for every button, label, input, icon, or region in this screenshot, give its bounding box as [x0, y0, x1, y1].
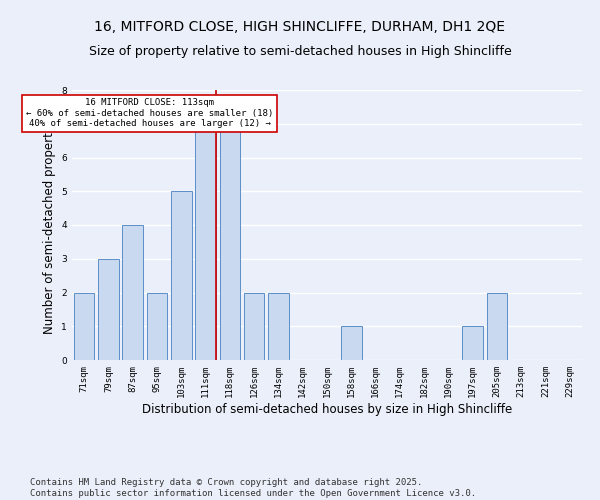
Bar — [487, 292, 508, 360]
Text: Contains HM Land Registry data © Crown copyright and database right 2025.
Contai: Contains HM Land Registry data © Crown c… — [30, 478, 476, 498]
X-axis label: Distribution of semi-detached houses by size in High Shincliffe: Distribution of semi-detached houses by … — [142, 402, 512, 415]
Bar — [268, 292, 289, 360]
Bar — [195, 124, 216, 360]
Bar — [171, 191, 191, 360]
Bar — [98, 259, 119, 360]
Y-axis label: Number of semi-detached properties: Number of semi-detached properties — [43, 116, 56, 334]
Bar — [341, 326, 362, 360]
Bar — [244, 292, 265, 360]
Bar — [220, 124, 240, 360]
Bar — [74, 292, 94, 360]
Text: Size of property relative to semi-detached houses in High Shincliffe: Size of property relative to semi-detach… — [89, 45, 511, 58]
Bar — [122, 225, 143, 360]
Text: 16 MITFORD CLOSE: 113sqm
← 60% of semi-detached houses are smaller (18)
40% of s: 16 MITFORD CLOSE: 113sqm ← 60% of semi-d… — [26, 98, 274, 128]
Bar — [146, 292, 167, 360]
Bar — [463, 326, 483, 360]
Text: 16, MITFORD CLOSE, HIGH SHINCLIFFE, DURHAM, DH1 2QE: 16, MITFORD CLOSE, HIGH SHINCLIFFE, DURH… — [95, 20, 505, 34]
